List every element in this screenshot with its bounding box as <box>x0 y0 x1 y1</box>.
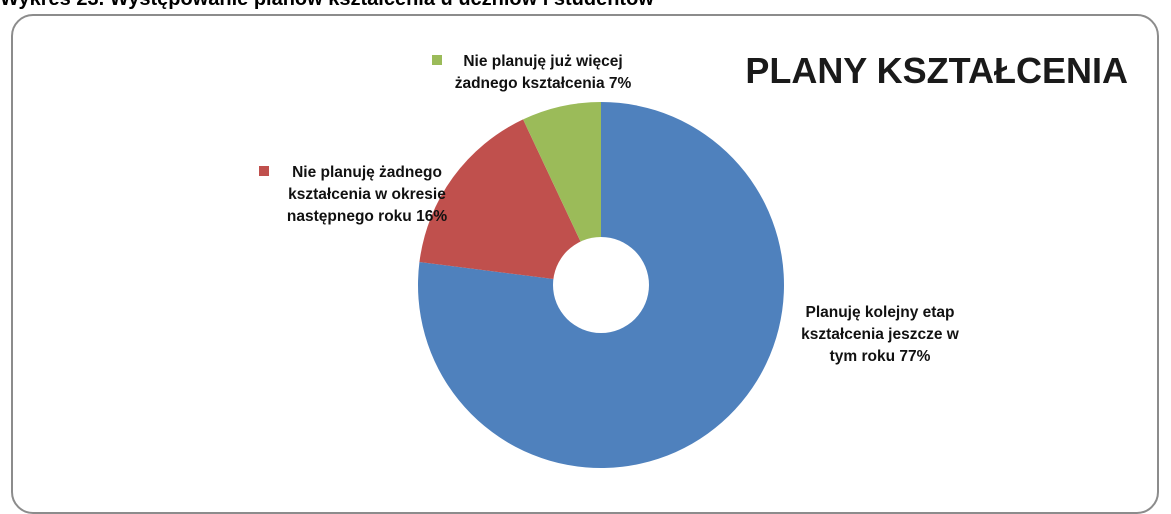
donut-hole <box>553 237 649 333</box>
slice-label-line: kształcenia jeszcze w <box>801 326 960 343</box>
slice-label-line: żadnego kształcenia 7% <box>455 75 632 92</box>
slice-labels: Planuję kolejny etap kształcenia jeszcze … <box>259 53 960 365</box>
slice-label-line: kształcenia w okresie <box>288 186 446 203</box>
slice-label-3: Nie planuję już więcej żadnego kształceni… <box>455 53 632 92</box>
slice-label-line: Nie planuję już więcej <box>463 53 622 70</box>
slice-label-line: następnego roku 16% <box>287 208 447 225</box>
pie-slice-3 <box>523 102 601 285</box>
chart-title: PLANY KSZTAŁCENIA <box>745 50 1128 91</box>
label-marker-2 <box>259 166 269 176</box>
pie-slice-2 <box>419 119 601 285</box>
slice-label-line: Nie planuję żadnego <box>292 164 442 181</box>
slice-label-1: Planuję kolejny etap kształcenia jeszcze … <box>801 304 960 365</box>
slice-label-2: Nie planuję żadnego kształcenia w okresie… <box>287 164 447 225</box>
figure-caption: Wykres 23. Występowanie planów kształcen… <box>0 0 654 11</box>
slice-label-line: tym roku 77% <box>830 348 931 365</box>
slice-label-line: Planuję kolejny etap <box>805 304 954 321</box>
label-marker-3 <box>432 55 442 65</box>
